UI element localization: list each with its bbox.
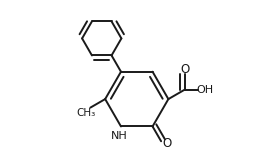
Text: O: O bbox=[162, 137, 172, 150]
Text: OH: OH bbox=[196, 85, 213, 95]
Text: O: O bbox=[180, 63, 189, 76]
Text: NH: NH bbox=[111, 131, 128, 141]
Text: CH₃: CH₃ bbox=[76, 108, 95, 118]
